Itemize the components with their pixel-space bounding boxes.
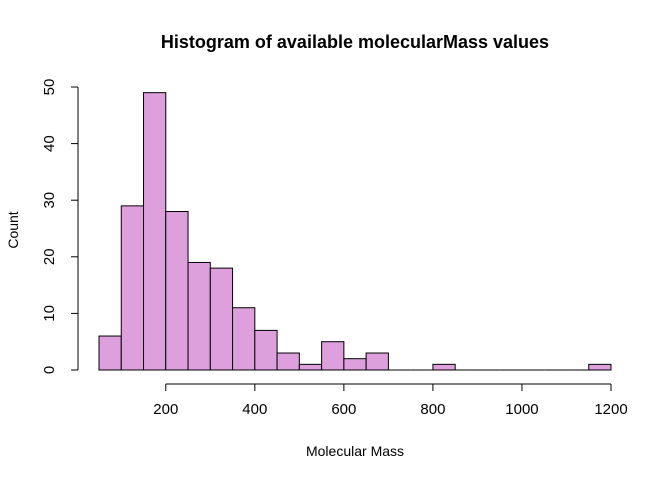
x-tick-label: 400 (242, 401, 267, 418)
x-tick-label: 600 (331, 401, 356, 418)
x-tick-label: 1000 (505, 401, 538, 418)
histogram-bar (432, 363, 456, 371)
chart-title: Histogram of available molecularMass val… (161, 32, 549, 52)
histogram-bar (120, 205, 145, 371)
x-tick-label: 800 (420, 401, 445, 418)
histogram-bar (209, 267, 234, 371)
histogram-bar (98, 335, 122, 371)
histogram-bar (588, 363, 612, 371)
bars-group (98, 92, 612, 371)
x-tick-label: 1200 (594, 401, 627, 418)
x-axis-label: Molecular Mass (306, 443, 404, 459)
y-axis: 0 10 20 30 40 50 (41, 79, 79, 374)
histogram-bar (365, 352, 389, 371)
y-axis-label: Count (5, 211, 21, 248)
y-tick-label: 50 (41, 79, 58, 96)
histogram-bar (276, 352, 300, 371)
histogram-bar (321, 341, 345, 371)
x-tick-label: 200 (153, 401, 178, 418)
y-tick-label: 10 (41, 305, 58, 322)
histogram-bar (165, 211, 189, 371)
histogram-bar (298, 363, 323, 371)
y-tick-label: 30 (41, 192, 58, 209)
y-tick-label: 0 (41, 366, 58, 374)
histogram-bar (254, 329, 278, 371)
x-axis: 200 400 600 800 1000 1200 (153, 383, 628, 418)
histogram-bar (187, 261, 211, 371)
y-tick-label: 40 (41, 135, 58, 152)
histogram-bar (143, 92, 167, 371)
y-tick-label: 20 (41, 248, 58, 265)
histogram-bar (232, 307, 256, 371)
histogram-bar (343, 358, 367, 371)
